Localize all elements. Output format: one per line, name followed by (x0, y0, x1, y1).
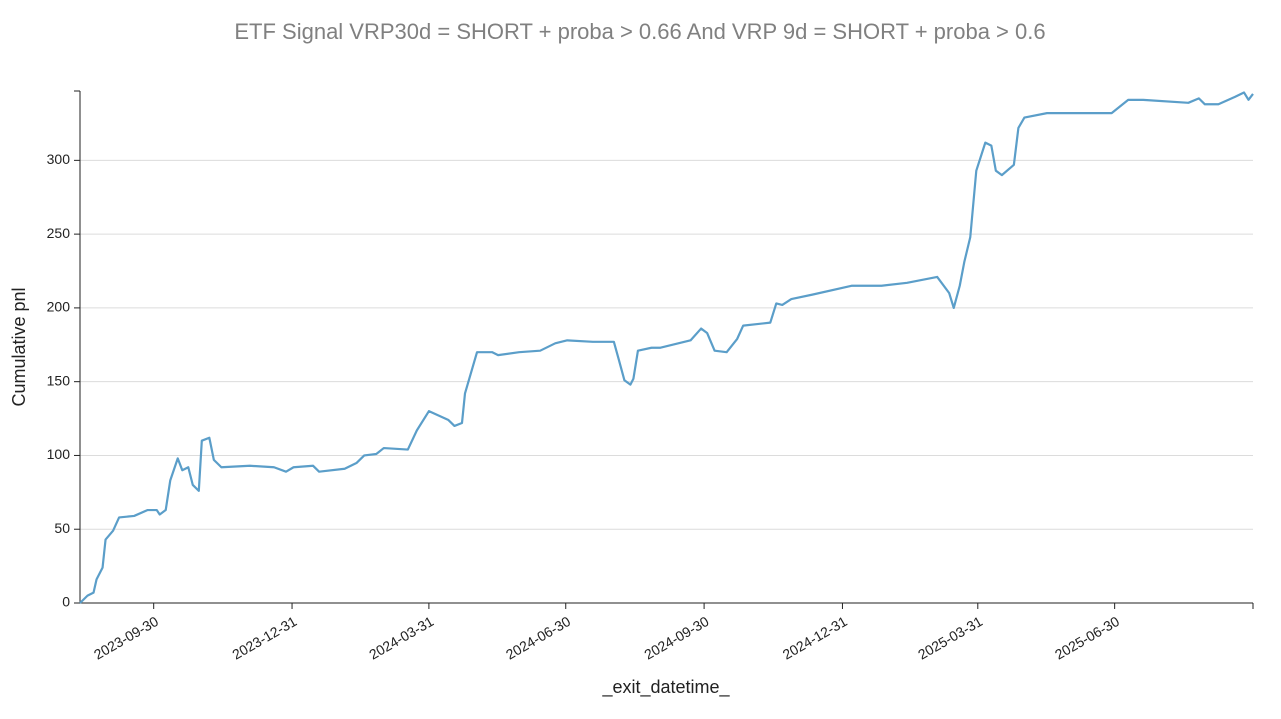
y-tick-label: 0 (62, 594, 70, 610)
x-tick-label: 2024-09-30 (641, 613, 711, 663)
x-tick-label: 2025-06-30 (1052, 613, 1122, 663)
x-tick-label: 2023-12-31 (229, 613, 299, 663)
y-tick-label: 100 (47, 446, 71, 462)
y-tick-label: 300 (47, 151, 71, 167)
x-axis-label: _exit_datetime_ (601, 677, 730, 698)
y-tick-label: 150 (47, 372, 71, 388)
chart-title: ETF Signal VRP30d = SHORT + proba > 0.66… (234, 19, 1045, 44)
x-tick-label: 2024-12-31 (780, 613, 850, 663)
y-axis-label: Cumulative pnl (9, 287, 29, 406)
x-tick-label: 2023-09-30 (91, 613, 161, 663)
y-tick-label: 200 (47, 299, 71, 315)
x-tick-label: 2024-03-31 (366, 613, 436, 663)
y-tick-label: 50 (54, 520, 70, 536)
y-tick-label: 250 (47, 225, 71, 241)
x-tick-label: 2025-03-31 (915, 613, 985, 663)
x-tick-label: 2024-06-30 (503, 613, 573, 663)
line (79, 91, 1254, 604)
